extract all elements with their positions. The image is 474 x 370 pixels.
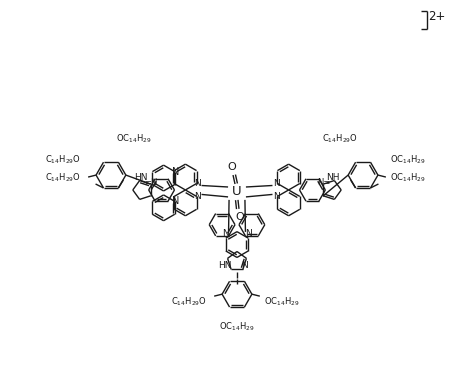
Text: OC$_{14}$H$_{29}$: OC$_{14}$H$_{29}$ <box>390 172 426 184</box>
Text: OC$_{14}$H$_{29}$: OC$_{14}$H$_{29}$ <box>116 132 152 145</box>
Text: HN: HN <box>219 261 232 270</box>
Text: N: N <box>172 196 180 206</box>
Text: C$_{14}$H$_{29}$O: C$_{14}$H$_{29}$O <box>172 296 207 308</box>
Text: N: N <box>194 179 201 188</box>
Text: O: O <box>236 212 245 222</box>
Text: N: N <box>273 179 280 188</box>
Text: OC$_{14}$H$_{29}$: OC$_{14}$H$_{29}$ <box>390 154 426 166</box>
Text: N: N <box>172 166 180 176</box>
Text: OC$_{14}$H$_{29}$: OC$_{14}$H$_{29}$ <box>219 321 255 333</box>
Text: OC$_{14}$H$_{29}$: OC$_{14}$H$_{29}$ <box>264 296 300 308</box>
Text: =N: =N <box>144 178 157 186</box>
Text: N=: N= <box>317 178 330 186</box>
Text: O: O <box>228 162 237 172</box>
Text: N: N <box>245 229 252 238</box>
Text: NH: NH <box>327 172 340 182</box>
Text: 2+: 2+ <box>428 10 445 23</box>
Text: C$_{14}$H$_{29}$O: C$_{14}$H$_{29}$O <box>46 172 81 184</box>
Text: HN: HN <box>134 172 147 182</box>
Text: N: N <box>222 229 229 238</box>
Text: C$_{14}$H$_{29}$O: C$_{14}$H$_{29}$O <box>46 154 81 166</box>
Text: N: N <box>242 261 248 270</box>
Text: N: N <box>194 192 201 201</box>
Text: N: N <box>273 192 280 201</box>
Text: C$_{14}$H$_{29}$O: C$_{14}$H$_{29}$O <box>322 132 358 145</box>
Text: U: U <box>232 185 242 198</box>
